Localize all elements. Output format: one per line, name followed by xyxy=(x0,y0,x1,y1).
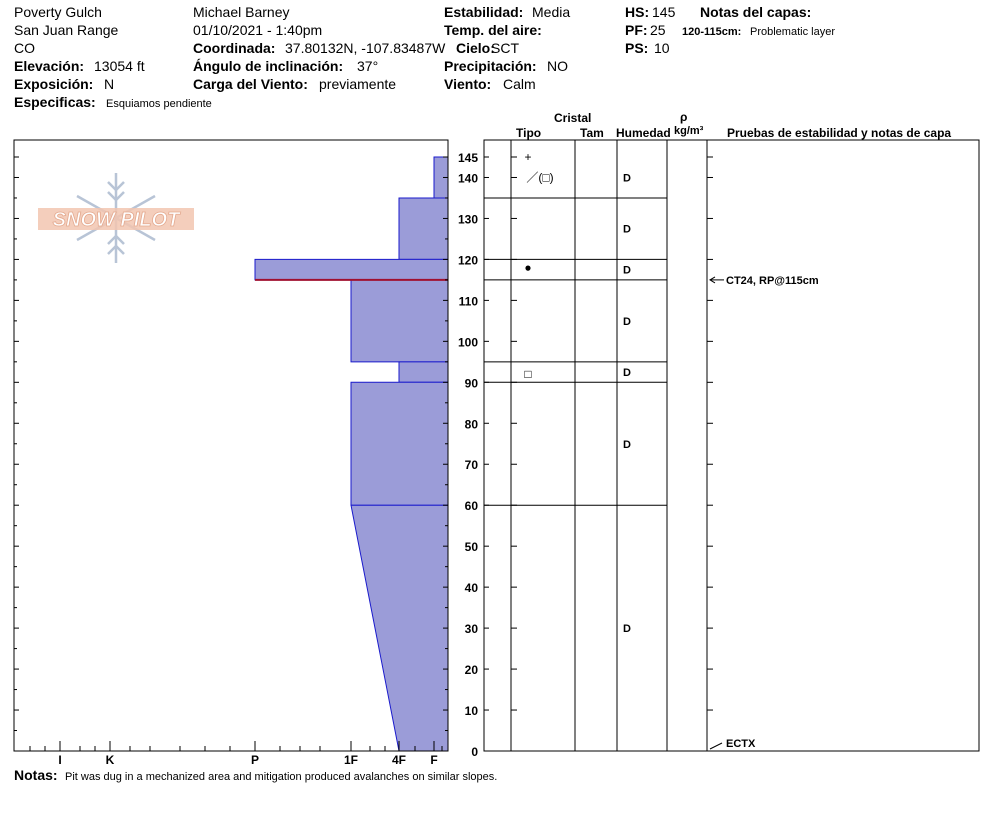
snowpilot-logo: SNOW PILOT xyxy=(38,170,194,270)
moisture-label: D xyxy=(623,316,631,328)
crystal-header: Cristal xyxy=(554,111,592,125)
notes-text: Pit was dug in a mechanized area and mit… xyxy=(65,771,498,783)
test-pointer xyxy=(709,742,723,750)
moisture-label: D xyxy=(623,439,631,451)
tests-header: Pruebas de estabilidad y notas de capa xyxy=(727,126,952,140)
mountain-range: San Juan Range xyxy=(14,22,119,38)
grain-symbol: ／(□) xyxy=(526,170,553,184)
observer: Michael Barney xyxy=(193,4,290,20)
elevation-label: Elevación: xyxy=(14,58,85,74)
y-tick-label: 20 xyxy=(465,663,479,677)
x-tick-label: F xyxy=(430,753,437,767)
sky-label: Cielo: xyxy=(456,40,495,56)
x-tick-label: 1F xyxy=(344,753,358,767)
stability-value: Media xyxy=(532,4,571,20)
moisture-label: D xyxy=(623,224,631,236)
specifics-value: Esquiamos pendiente xyxy=(106,98,212,110)
y-tick-label: 90 xyxy=(465,376,479,390)
wind-load-label: Carga del Viento: xyxy=(193,76,308,92)
y-tick-label: 145 xyxy=(458,151,478,165)
logo-text: SNOW PILOT xyxy=(53,209,181,231)
hardness-layer xyxy=(350,504,449,752)
aspect-label: Exposición: xyxy=(14,76,94,92)
y-tick-label: 30 xyxy=(465,622,479,636)
grain-symbol: □ xyxy=(524,367,531,381)
hardness-axis: I K P 1F 4F F xyxy=(29,741,443,767)
moisture-label: D xyxy=(623,172,631,184)
hardness-layers xyxy=(254,156,449,752)
y-tick-label: 110 xyxy=(459,294,479,308)
rho-header: ρ xyxy=(680,110,688,124)
hardness-layer xyxy=(398,361,449,383)
precipitation-label: Precipitación: xyxy=(444,58,537,74)
grain-types: + ／(□) ● □ xyxy=(524,150,553,381)
chart-frames xyxy=(13,139,980,752)
layer-notes-label: Notas del capas: xyxy=(700,4,812,20)
hardness-layer xyxy=(350,381,449,506)
y-tick-label: 100 xyxy=(458,335,478,349)
y-tick-label: 130 xyxy=(458,212,478,226)
date-time: 01/10/2021 - 1:40pm xyxy=(193,22,323,38)
density-header: kg/m³ xyxy=(674,125,704,137)
layer-note-range: 120-115cm: xyxy=(682,26,742,38)
wind-label: Viento: xyxy=(444,76,492,92)
y-tick-label: 120 xyxy=(458,253,478,267)
stability-label: Estabilidad: xyxy=(444,4,524,20)
snowflake-icon: SNOW PILOT xyxy=(38,173,194,263)
air-temp-label: Temp. del aire: xyxy=(444,22,542,38)
hs-value: 145 xyxy=(652,4,676,20)
height-axis: 0 10 20 30 40 50 60 70 80 90 100 110 120 130 140 145 xyxy=(14,151,713,759)
moisture-label: D xyxy=(623,367,631,379)
moisture-header: Humedad xyxy=(616,126,671,140)
sky-value: SCT xyxy=(491,40,519,56)
wind-load-value: previamente xyxy=(319,76,397,92)
x-tick-label: I xyxy=(58,753,61,767)
slope-angle-label: Ángulo de inclinación: xyxy=(193,58,344,74)
y-tick-label: 10 xyxy=(465,704,479,718)
layer-note-text: Problematic layer xyxy=(750,26,835,38)
location: Poverty Gulch xyxy=(14,4,102,20)
hardness-layer xyxy=(254,258,449,281)
y-tick-label: 50 xyxy=(465,540,479,554)
y-tick-label: 70 xyxy=(465,458,479,472)
y-tick-label: 0 xyxy=(471,745,478,759)
x-tick-label: K xyxy=(106,753,115,767)
test-label: CT24, RP@115cm xyxy=(726,275,819,287)
state: CO xyxy=(14,40,35,56)
coordinates-value: 37.80132N, -107.83487W xyxy=(285,40,446,56)
y-tick-label: 60 xyxy=(465,499,479,513)
y-tick-label: 80 xyxy=(465,417,479,431)
slope-angle-value: 37° xyxy=(357,58,379,74)
type-header: Tipo xyxy=(516,126,542,140)
stability-tests: CT24, RP@115cm ECTX xyxy=(709,275,819,750)
x-tick-label: P xyxy=(251,753,259,767)
precipitation-value: NO xyxy=(547,58,568,74)
elevation-value: 13054 ft xyxy=(94,58,145,74)
hs-label: HS: xyxy=(625,4,650,20)
hardness-layer xyxy=(350,279,449,363)
y-tick-label: 40 xyxy=(465,581,479,595)
grain-symbol: ● xyxy=(524,261,531,275)
ps-value: 10 xyxy=(654,40,670,56)
moisture-column: D D D D D D D xyxy=(623,172,631,635)
coordinates-label: Coordinada: xyxy=(193,40,276,56)
test-label: ECTX xyxy=(726,738,756,750)
specifics-label: Especificas: xyxy=(14,94,96,110)
test-arrowhead xyxy=(709,276,716,284)
pf-label: PF: xyxy=(625,22,648,38)
wind-value: Calm xyxy=(503,76,536,92)
grain-symbol: + xyxy=(524,150,531,164)
notes-label: Notas: xyxy=(14,767,58,783)
layer-boundaries xyxy=(484,197,667,506)
size-header: Tam xyxy=(580,126,604,140)
hardness-layer xyxy=(398,197,449,260)
y-tick-label: 140 xyxy=(458,171,478,185)
ps-label: PS: xyxy=(625,40,649,56)
moisture-label: D xyxy=(623,265,631,277)
aspect-value: N xyxy=(104,76,115,92)
pf-value: 25 xyxy=(650,22,666,38)
x-tick-label: 4F xyxy=(392,753,406,767)
moisture-label: D xyxy=(623,623,631,635)
